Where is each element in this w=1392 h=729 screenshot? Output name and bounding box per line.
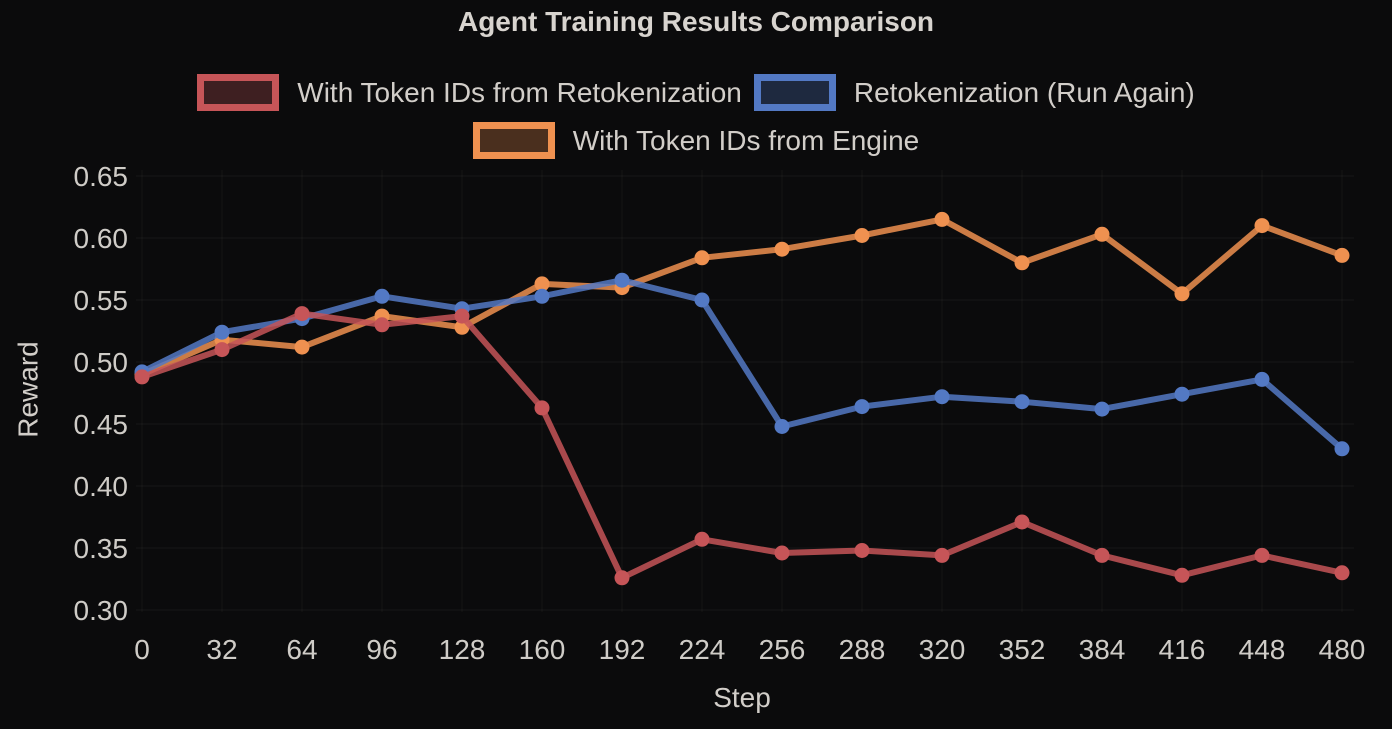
- data-point-with-token-ids-from-retokenization[interactable]: [934, 547, 950, 563]
- data-point-retokenization-run-again[interactable]: [1014, 394, 1030, 410]
- x-axis-title: Step: [713, 682, 771, 713]
- data-point-retokenization-run-again[interactable]: [1094, 401, 1110, 417]
- data-point-with-token-ids-from-engine[interactable]: [854, 228, 870, 243]
- data-point-with-token-ids-from-engine[interactable]: [1254, 218, 1270, 234]
- y-tick-label: 0.55: [74, 285, 129, 316]
- data-point-with-token-ids-from-engine[interactable]: [1174, 286, 1190, 302]
- data-point-with-token-ids-from-retokenization[interactable]: [694, 531, 710, 547]
- data-point-with-token-ids-from-engine[interactable]: [694, 250, 710, 266]
- y-tick-label: 0.30: [74, 595, 129, 626]
- data-point-retokenization-run-again[interactable]: [534, 288, 550, 304]
- data-point-with-token-ids-from-retokenization[interactable]: [374, 317, 390, 333]
- data-point-with-token-ids-from-engine[interactable]: [1334, 247, 1350, 263]
- series-line-retokenization-run-again: [139, 277, 1345, 452]
- series-line-with-token-ids-from-retokenization: [139, 310, 1345, 581]
- data-point-with-token-ids-from-engine[interactable]: [1094, 226, 1110, 242]
- data-point-with-token-ids-from-retokenization[interactable]: [214, 342, 230, 358]
- x-tick-label: 416: [1159, 634, 1206, 665]
- legend-label: With Token IDs from Retokenization: [297, 77, 742, 108]
- x-tick-label: 192: [599, 634, 646, 665]
- x-tick-label: 128: [439, 634, 486, 665]
- legend: With Token IDs from Retokenization Retok…: [0, 74, 1392, 159]
- series-line-with-token-ids-from-engine: [139, 216, 1345, 378]
- legend-item-retokenization-run-again[interactable]: Retokenization (Run Again): [753, 74, 1195, 111]
- x-tick-label: 160: [519, 634, 566, 665]
- data-point-with-token-ids-from-retokenization[interactable]: [1334, 565, 1350, 581]
- legend-swatch-orange: [472, 122, 555, 159]
- data-point-with-token-ids-from-retokenization[interactable]: [134, 369, 150, 385]
- data-point-with-token-ids-from-retokenization[interactable]: [454, 308, 470, 324]
- legend-label: Retokenization (Run Again): [853, 77, 1195, 108]
- data-point-with-token-ids-from-retokenization[interactable]: [534, 400, 550, 416]
- data-point-with-token-ids-from-retokenization[interactable]: [774, 545, 790, 561]
- legend-row-2: With Token IDs from Engine: [472, 122, 920, 159]
- data-point-with-token-ids-from-engine[interactable]: [534, 276, 550, 292]
- x-tick-label: 0: [134, 634, 150, 665]
- data-point-with-token-ids-from-engine[interactable]: [1014, 255, 1030, 271]
- y-tick-label: 0.45: [74, 409, 129, 440]
- x-tick-label: 288: [839, 634, 886, 665]
- legend-item-retokenization-ids[interactable]: With Token IDs from Retokenization: [197, 74, 742, 111]
- data-point-with-token-ids-from-engine[interactable]: [934, 211, 950, 227]
- data-point-with-token-ids-from-engine[interactable]: [294, 339, 310, 355]
- y-tick-label: 0.35: [74, 533, 129, 564]
- data-point-retokenization-run-again[interactable]: [774, 419, 790, 434]
- data-point-with-token-ids-from-retokenization[interactable]: [1174, 567, 1190, 583]
- data-point-retokenization-run-again[interactable]: [934, 389, 950, 405]
- data-point-retokenization-run-again[interactable]: [614, 272, 630, 288]
- data-point-with-token-ids-from-retokenization[interactable]: [854, 543, 870, 558]
- x-tick-label: 320: [919, 634, 966, 665]
- data-point-with-token-ids-from-retokenization[interactable]: [1014, 514, 1030, 530]
- x-tick-label: 480: [1319, 634, 1366, 665]
- x-tick-label: 448: [1239, 634, 1286, 665]
- legend-item-engine-ids[interactable]: With Token IDs from Engine: [472, 122, 920, 159]
- data-point-retokenization-run-again[interactable]: [1174, 386, 1190, 402]
- legend-swatch-blue: [753, 74, 836, 111]
- data-point-retokenization-run-again[interactable]: [214, 324, 230, 340]
- chart-title: Agent Training Results Comparison: [457, 6, 935, 37]
- x-tick-label: 352: [999, 634, 1046, 665]
- legend-row-1: With Token IDs from Retokenization Retok…: [197, 74, 1195, 111]
- y-tick-label: 0.40: [74, 471, 129, 502]
- x-tick-label: 32: [206, 634, 237, 665]
- data-point-retokenization-run-again[interactable]: [694, 292, 710, 308]
- data-point-with-token-ids-from-retokenization[interactable]: [1254, 547, 1270, 563]
- y-tick-label: 0.65: [74, 161, 129, 192]
- x-tick-label: 64: [286, 634, 317, 665]
- data-point-retokenization-run-again[interactable]: [854, 399, 870, 415]
- data-point-retokenization-run-again[interactable]: [374, 288, 390, 304]
- data-point-retokenization-run-again[interactable]: [1334, 441, 1350, 457]
- data-point-retokenization-run-again[interactable]: [1254, 371, 1270, 387]
- x-tick-label: 96: [366, 634, 397, 665]
- legend-label: With Token IDs from Engine: [572, 125, 920, 156]
- x-tick-label: 384: [1079, 634, 1126, 665]
- y-tick-label: 0.50: [74, 347, 129, 378]
- data-point-with-token-ids-from-retokenization[interactable]: [294, 306, 310, 322]
- x-tick-label: 224: [679, 634, 726, 665]
- data-point-with-token-ids-from-engine[interactable]: [774, 241, 790, 257]
- data-point-with-token-ids-from-retokenization[interactable]: [1094, 547, 1110, 563]
- y-axis-title: Reward: [12, 341, 44, 438]
- x-tick-label: 256: [759, 634, 806, 665]
- legend-swatch-red: [197, 74, 280, 111]
- data-point-with-token-ids-from-retokenization[interactable]: [614, 570, 630, 586]
- y-tick-label: 0.60: [74, 223, 129, 254]
